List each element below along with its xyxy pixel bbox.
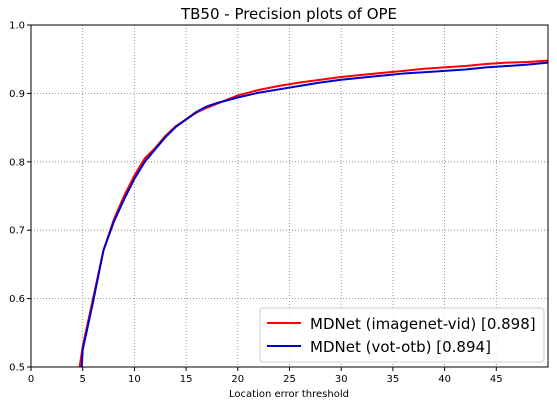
series-line-vot-otb	[80, 61, 548, 367]
chart-title: TB50 - Precision plots of OPE	[180, 5, 397, 23]
y-tick-label: 0.5	[9, 363, 25, 374]
x-tick-label: 5	[80, 374, 86, 385]
x-tick-label: 0	[28, 374, 34, 385]
x-tick-label: 40	[438, 374, 451, 385]
y-tick-label: 0.9	[9, 89, 25, 100]
x-tick-label: 30	[335, 374, 348, 385]
grid-layer	[31, 25, 548, 367]
y-tick-label: 1.0	[9, 21, 25, 32]
x-tick-label: 45	[490, 374, 503, 385]
x-tick-label: 15	[180, 374, 193, 385]
x-tick-label: 20	[231, 374, 244, 385]
legend-box	[259, 307, 545, 363]
y-tick-label: 0.6	[9, 294, 25, 305]
x-axis-label: Location error threshold	[229, 389, 349, 400]
x-tick-label: 25	[283, 374, 296, 385]
series-layer	[78, 59, 548, 367]
x-tick-label: 35	[387, 374, 400, 385]
y-tick-label: 0.8	[9, 157, 25, 168]
tick-layer: 0 5 10 15 20 25 30 35 40 45 0.5 0.6 0.7 0.8 0.9 1.0	[9, 21, 503, 386]
y-tick-label: 0.7	[9, 226, 25, 237]
legend: MDNet (imagenet-vid) [0.898] MDNet (vot-…	[259, 307, 545, 363]
series-line-imagenet-vid	[78, 59, 548, 367]
legend-label-vot-otb: MDNet (vot-otb) [0.894]	[310, 338, 491, 356]
legend-label-imagenet-vid: MDNet (imagenet-vid) [0.898]	[310, 315, 536, 333]
x-tick-label: 10	[128, 374, 141, 385]
